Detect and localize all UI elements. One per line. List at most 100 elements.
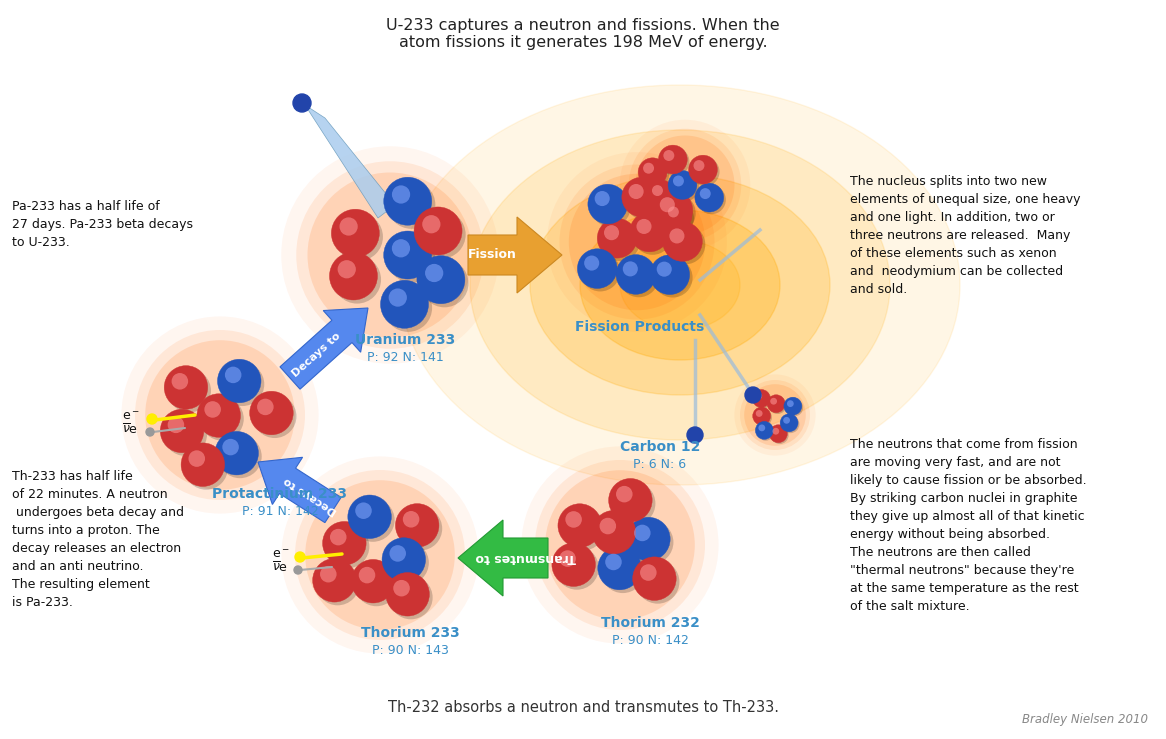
Circle shape: [417, 211, 465, 259]
Circle shape: [356, 503, 372, 519]
Circle shape: [335, 213, 382, 261]
Circle shape: [640, 160, 669, 188]
Circle shape: [171, 373, 188, 389]
Ellipse shape: [531, 175, 830, 395]
Circle shape: [756, 421, 773, 439]
Circle shape: [384, 177, 431, 225]
Circle shape: [385, 541, 429, 585]
Circle shape: [351, 559, 395, 603]
Circle shape: [753, 391, 772, 409]
Circle shape: [620, 120, 750, 251]
Text: Th-233 has half life
of 22 minutes. A neutron
 undergoes beta decay and
turns in: Th-233 has half life of 22 minutes. A ne…: [12, 470, 184, 609]
Circle shape: [560, 551, 576, 567]
Circle shape: [626, 517, 670, 561]
Circle shape: [330, 252, 378, 300]
Circle shape: [663, 150, 674, 161]
Text: Thorium 233: Thorium 233: [360, 626, 459, 640]
Circle shape: [333, 256, 381, 304]
Text: Decays to: Decays to: [282, 474, 338, 516]
Circle shape: [690, 157, 719, 186]
Circle shape: [616, 486, 633, 503]
Circle shape: [634, 525, 651, 541]
Circle shape: [637, 219, 652, 234]
Circle shape: [757, 423, 774, 440]
Circle shape: [569, 174, 705, 310]
Circle shape: [189, 450, 205, 467]
Text: Fission: Fission: [468, 248, 517, 262]
Circle shape: [753, 407, 771, 425]
Circle shape: [220, 363, 265, 406]
Text: U-233 captures a neutron and fissions. When the
atom fissions it generates 198 M: U-233 captures a neutron and fissions. W…: [386, 18, 780, 50]
Circle shape: [561, 507, 605, 551]
Circle shape: [402, 511, 420, 528]
Circle shape: [735, 375, 815, 456]
Circle shape: [577, 249, 617, 288]
Circle shape: [673, 175, 684, 186]
Text: e$^-$: e$^-$: [122, 409, 140, 423]
Circle shape: [771, 398, 777, 405]
Text: Bradley Nielsen 2010: Bradley Nielsen 2010: [1023, 713, 1149, 726]
Circle shape: [223, 439, 239, 455]
Circle shape: [628, 129, 742, 241]
Circle shape: [598, 546, 641, 590]
Text: P: 90 N: 142: P: 90 N: 142: [611, 634, 688, 647]
Circle shape: [417, 256, 465, 304]
Circle shape: [426, 264, 443, 282]
Circle shape: [740, 380, 810, 450]
Circle shape: [605, 554, 621, 571]
Circle shape: [669, 228, 684, 243]
Circle shape: [382, 538, 426, 582]
Circle shape: [294, 566, 302, 574]
Circle shape: [331, 209, 379, 257]
Circle shape: [387, 181, 435, 229]
Circle shape: [421, 259, 469, 307]
Circle shape: [146, 340, 295, 490]
Circle shape: [584, 256, 599, 270]
Circle shape: [687, 427, 703, 443]
Polygon shape: [305, 105, 395, 218]
Circle shape: [389, 576, 433, 619]
Circle shape: [250, 391, 293, 435]
Circle shape: [647, 180, 676, 209]
Circle shape: [780, 414, 798, 432]
Circle shape: [384, 231, 431, 279]
Circle shape: [784, 417, 791, 423]
Circle shape: [744, 384, 806, 446]
Circle shape: [597, 219, 637, 258]
Circle shape: [600, 222, 640, 261]
Polygon shape: [280, 308, 368, 389]
Circle shape: [560, 165, 715, 319]
Circle shape: [305, 480, 455, 630]
Circle shape: [147, 414, 157, 424]
Text: Thorium 232: Thorium 232: [600, 616, 700, 630]
Circle shape: [555, 546, 598, 590]
Circle shape: [621, 177, 661, 217]
Circle shape: [308, 172, 472, 338]
Circle shape: [756, 410, 763, 417]
Circle shape: [767, 395, 785, 412]
Circle shape: [653, 258, 693, 298]
Circle shape: [656, 262, 672, 276]
Text: P: 91 N: 142: P: 91 N: 142: [241, 505, 318, 518]
Circle shape: [325, 525, 370, 568]
Text: Carbon 12: Carbon 12: [620, 440, 701, 454]
Circle shape: [546, 470, 695, 620]
Circle shape: [253, 395, 296, 438]
Circle shape: [281, 146, 499, 364]
Circle shape: [660, 197, 675, 212]
Circle shape: [625, 180, 665, 220]
Circle shape: [599, 518, 616, 534]
Text: Pa-233 has a half life of
27 days. Pa-233 beta decays
to U-233.: Pa-233 has a half life of 27 days. Pa-23…: [12, 200, 194, 249]
Circle shape: [652, 185, 663, 196]
Circle shape: [635, 560, 680, 604]
Circle shape: [656, 194, 696, 233]
Circle shape: [184, 446, 227, 490]
Text: $\overline{\nu}$e: $\overline{\nu}$e: [272, 561, 288, 575]
Circle shape: [218, 435, 261, 478]
Circle shape: [168, 417, 184, 433]
Circle shape: [319, 566, 337, 582]
Circle shape: [146, 428, 154, 436]
Polygon shape: [258, 457, 342, 522]
Circle shape: [588, 184, 627, 224]
Circle shape: [600, 550, 645, 593]
